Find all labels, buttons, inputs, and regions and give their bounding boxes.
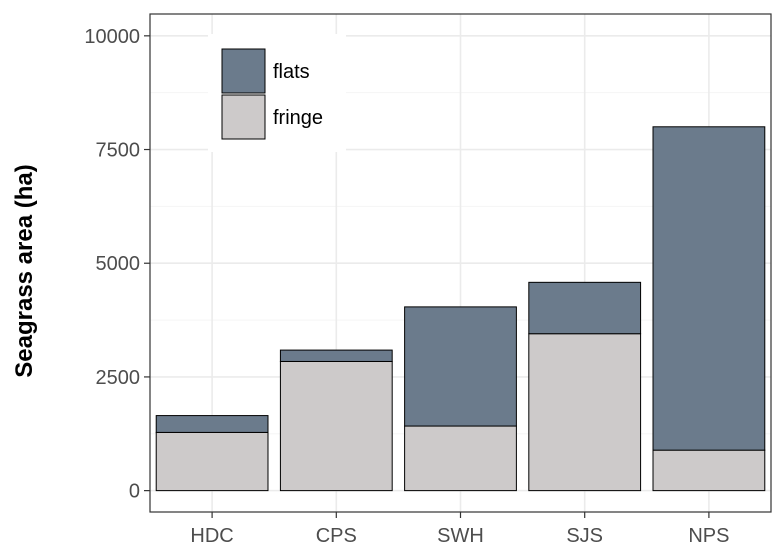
bars bbox=[155, 126, 766, 492]
legend-label-flats: flats bbox=[273, 61, 310, 83]
x-tick-label-swh: SWH bbox=[437, 525, 484, 546]
x-tick-label-nps: NPS bbox=[688, 525, 729, 546]
y-tick-label: 2500 bbox=[96, 367, 141, 389]
bar-flats-sjs bbox=[528, 281, 642, 335]
bar-flats-cps bbox=[279, 349, 393, 362]
legend-label-fringe: fringe bbox=[273, 107, 323, 129]
x-tick-label-sjs: SJS bbox=[566, 525, 603, 546]
x-tick-label-cps: CPS bbox=[316, 525, 357, 546]
axes: 0 2500 5000 7500 10000 HDC CPS SWH SJS NPS bbox=[84, 26, 729, 546]
legend-key-fringe bbox=[221, 94, 266, 140]
bar-fringe-sjs bbox=[528, 333, 642, 492]
legend: flats fringe bbox=[208, 34, 346, 152]
y-tick-label: 0 bbox=[129, 481, 140, 503]
bar-flats-swh bbox=[404, 306, 517, 427]
y-tick-label: 5000 bbox=[96, 253, 141, 275]
y-tick-label: 10000 bbox=[84, 26, 140, 48]
bar-fringe-nps bbox=[652, 449, 766, 492]
bar-fringe-swh bbox=[404, 425, 517, 492]
x-tick-label-hdc: HDC bbox=[190, 525, 233, 546]
bar-flats-nps bbox=[652, 126, 766, 451]
bar-fringe-hdc bbox=[155, 431, 269, 492]
y-axis-title: Seagrass area (ha) bbox=[11, 164, 38, 377]
bar-fringe-cps bbox=[279, 360, 393, 492]
legend-key-flats bbox=[221, 48, 266, 94]
y-tick-label: 7500 bbox=[96, 140, 141, 162]
bar-flats-hdc bbox=[155, 415, 269, 433]
